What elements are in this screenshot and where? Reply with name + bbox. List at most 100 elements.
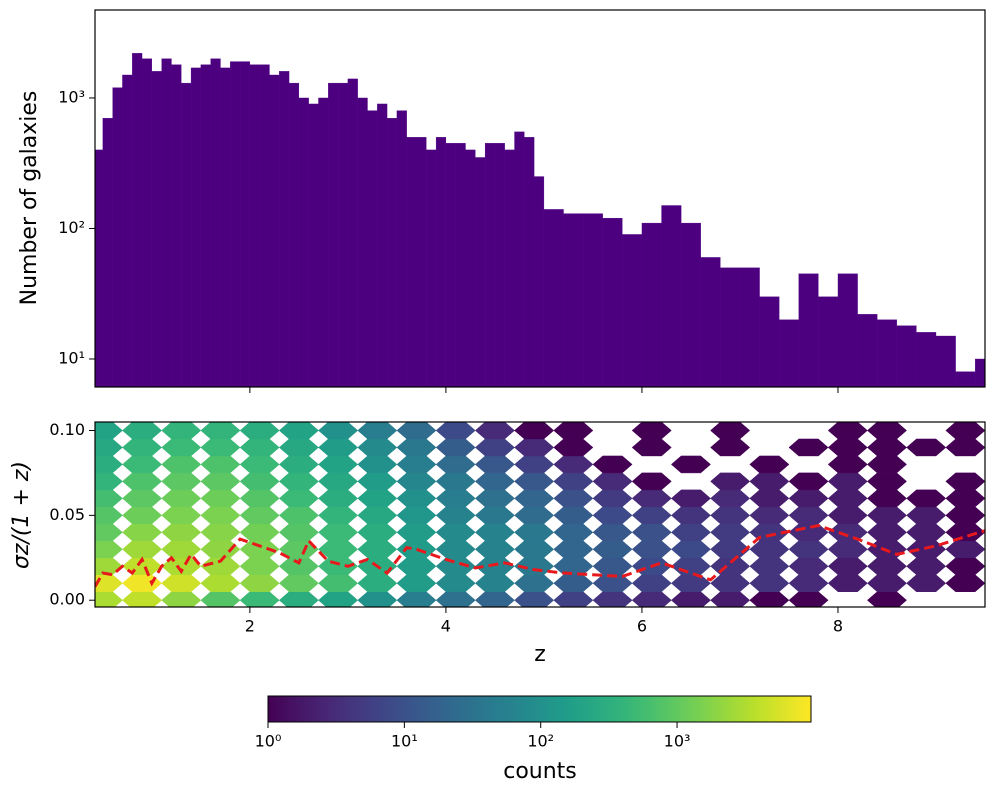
y-tick-label: 0.10: [49, 420, 85, 439]
bar: [739, 267, 760, 387]
y-tick-label: 10²: [58, 218, 85, 237]
hex-cell: [161, 489, 202, 508]
hex-cell: [553, 472, 594, 491]
hex-cell: [749, 574, 790, 592]
x-tick-label: 6: [637, 617, 647, 636]
hex-cell: [435, 472, 476, 491]
hex-cell: [631, 591, 672, 607]
hex-cell: [945, 506, 985, 525]
hex-cell: [945, 574, 985, 592]
bar: [641, 222, 662, 387]
bar: [818, 296, 839, 387]
hex-cell: [239, 489, 280, 508]
hex-cell: [95, 438, 123, 457]
hex-cell: [514, 455, 555, 474]
hex-cell: [357, 506, 398, 525]
hex-cell: [788, 489, 829, 508]
hex-cell: [161, 438, 202, 457]
hex-cell: [866, 438, 907, 457]
bar: [975, 358, 985, 387]
hex-cell: [788, 591, 829, 607]
hex-cell: [122, 574, 163, 592]
bar: [357, 97, 368, 387]
hex-cell: [239, 523, 280, 542]
hex-cell: [435, 455, 476, 474]
hex-cell: [200, 489, 241, 508]
hex-cell: [200, 540, 241, 559]
hex-cell: [749, 506, 790, 525]
hex-cell: [827, 523, 868, 542]
hex-cell: [161, 540, 202, 559]
hex-cell: [318, 591, 359, 607]
hex-cell: [788, 574, 829, 592]
hex-cell: [396, 422, 437, 440]
bar: [916, 332, 937, 387]
hex-cell: [827, 557, 868, 576]
x-tick-label: 8: [833, 617, 843, 636]
hex-cell: [200, 438, 241, 457]
hex-cell: [514, 591, 555, 607]
hex-cell: [553, 540, 594, 559]
hex-cell: [553, 455, 594, 474]
bar: [210, 58, 221, 387]
hex-cell: [161, 455, 202, 474]
hex-cell: [122, 472, 163, 491]
colorbar-tick-label: 10²: [527, 732, 554, 751]
hex-cell: [866, 422, 907, 440]
y-tick-label: 0.00: [49, 590, 85, 609]
hex-cell: [592, 523, 633, 542]
bar: [288, 82, 300, 387]
bar: [269, 74, 280, 387]
hex-cell: [122, 591, 163, 607]
hex-cell: [435, 489, 476, 508]
bar: [426, 149, 437, 387]
y-axis-label: σz/(1 + z): [9, 461, 34, 569]
bar: [259, 64, 270, 387]
histogram-plot: [95, 53, 985, 387]
hex-cell: [435, 574, 476, 592]
hex-cell: [396, 591, 437, 607]
hex-cell: [906, 523, 947, 542]
hex-cell: [749, 591, 790, 607]
bar: [190, 67, 202, 387]
bar: [141, 58, 153, 387]
top-frame: [94, 9, 986, 388]
bar: [239, 61, 251, 387]
hex-cell: [396, 574, 437, 592]
bar: [877, 319, 897, 387]
bar: [249, 64, 260, 387]
hex-cell: [906, 574, 947, 592]
hex-cell: [866, 591, 907, 607]
hex-cell: [474, 422, 515, 440]
bar: [230, 61, 241, 387]
hex-cell: [435, 506, 476, 525]
x-axis-label: z: [534, 642, 546, 667]
hex-cell: [866, 489, 907, 508]
hex-cell: [945, 557, 985, 576]
hex-cell: [553, 574, 594, 592]
hex-cell: [474, 438, 515, 457]
hex-cell: [396, 455, 437, 474]
hex-cell: [357, 422, 398, 440]
hex-cell: [122, 422, 163, 440]
hex-cell: [357, 574, 398, 592]
hex-cell: [357, 472, 398, 491]
bar: [798, 273, 819, 387]
hex-cell: [710, 574, 751, 592]
bar: [308, 103, 319, 387]
hex-cell: [592, 472, 633, 491]
bar: [171, 64, 182, 387]
hex-cell: [514, 472, 555, 491]
hex-cell: [945, 472, 985, 491]
hex-cell: [788, 472, 829, 491]
hex-cell: [278, 472, 319, 491]
hex-cell: [553, 591, 594, 607]
hex-cell: [396, 438, 437, 457]
hex-cell: [396, 557, 437, 576]
hex-cell: [474, 506, 515, 525]
hex-cell: [553, 422, 594, 440]
hex-cell: [710, 472, 751, 491]
hex-cell: [161, 523, 202, 542]
hex-cell: [631, 489, 672, 508]
